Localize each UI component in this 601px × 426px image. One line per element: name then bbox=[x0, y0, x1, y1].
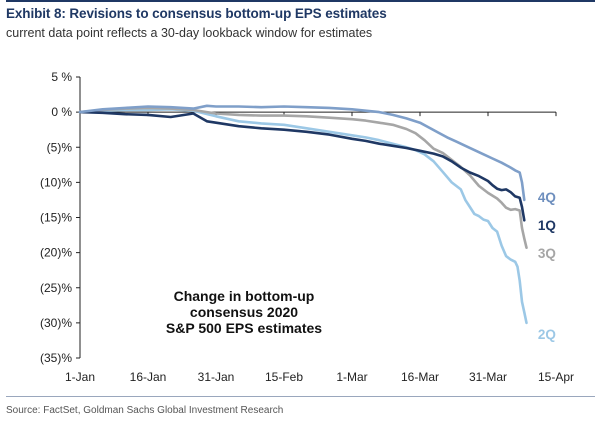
series-label-1q: 1Q bbox=[538, 218, 556, 233]
series-line-1q bbox=[78, 110, 526, 222]
chart-series bbox=[78, 104, 528, 325]
y-tick-label: (20)% bbox=[40, 246, 72, 260]
x-tick-label: 16-Mar bbox=[401, 370, 439, 384]
x-tick-label: 31-Jan bbox=[198, 370, 235, 384]
exhibit-subtitle: current data point reflects a 30-day loo… bbox=[6, 26, 373, 40]
x-tick-label: 31-Mar bbox=[469, 370, 507, 384]
series-label-3q: 3Q bbox=[538, 246, 556, 261]
y-tick-label: (5)% bbox=[47, 140, 73, 154]
series-label-2q: 2Q bbox=[538, 327, 556, 342]
x-tick-label: 1-Mar bbox=[336, 370, 367, 384]
exhibit-title: Exhibit 8: Revisions to consensus bottom… bbox=[6, 6, 387, 21]
chart-series-labels: 4Q 1Q 3Q 2Q bbox=[538, 190, 556, 342]
bottom-rule bbox=[6, 396, 595, 397]
series-line-2q bbox=[78, 108, 528, 325]
series-label-4q: 4Q bbox=[538, 190, 556, 205]
chart-annotation: Change in bottom-up consensus 2020 S&P 500… bbox=[166, 288, 322, 336]
y-tick-label: (25)% bbox=[40, 281, 72, 295]
x-tick-label: 1-Jan bbox=[65, 370, 95, 384]
y-tick-label: 5 % bbox=[51, 70, 72, 84]
y-tick-label: (15)% bbox=[40, 211, 72, 225]
top-rule bbox=[6, 0, 595, 2]
x-tick-label: 15-Apr bbox=[538, 370, 574, 384]
annotation-line: S&P 500 EPS estimates bbox=[166, 320, 322, 336]
chart-axes: 5 % 0 % (5)% (10)% (15)% (20)% (25)% (30)% (35)%… bbox=[40, 70, 574, 384]
annotation-line: Change in bottom-up bbox=[174, 288, 315, 304]
y-tick-label: (35)% bbox=[40, 351, 72, 365]
y-tick-label: (30)% bbox=[40, 316, 72, 330]
x-tick-label: 16-Jan bbox=[130, 370, 167, 384]
annotation-line: consensus 2020 bbox=[190, 304, 298, 320]
series-line-3q bbox=[78, 106, 528, 249]
x-tick-label: 15-Feb bbox=[265, 370, 303, 384]
series-line-4q bbox=[78, 104, 526, 202]
y-tick-label: (10)% bbox=[40, 175, 72, 189]
y-tick-label: 0 % bbox=[51, 105, 72, 119]
source-note: Source: FactSet, Goldman Sachs Global In… bbox=[6, 405, 284, 416]
